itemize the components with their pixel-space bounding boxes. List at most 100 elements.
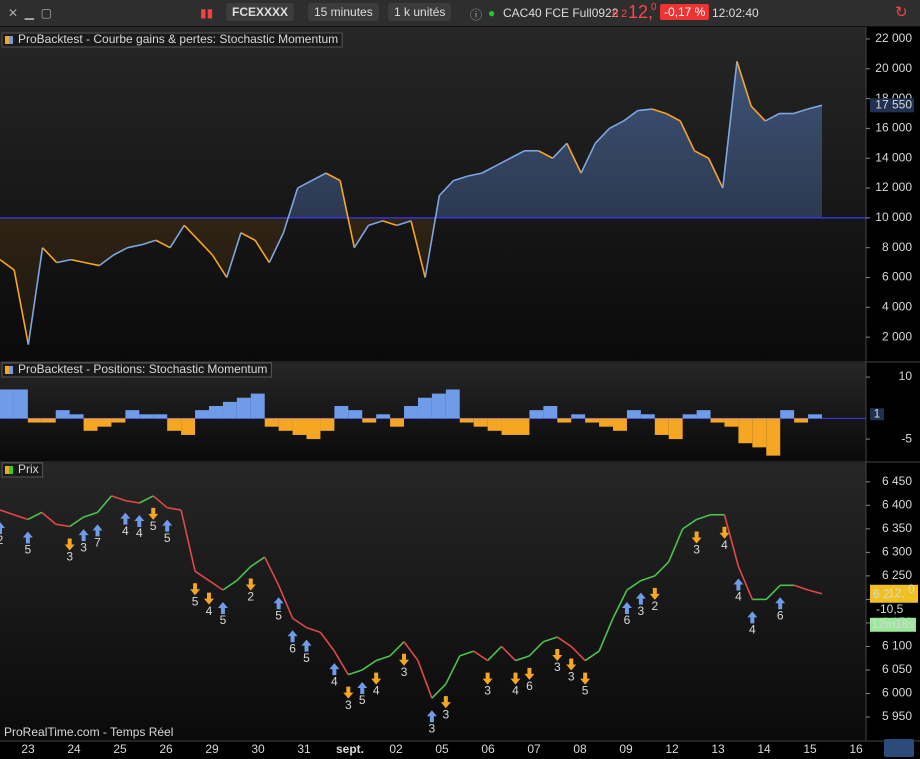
price-segment: [361, 659, 377, 671]
price-segment: [459, 650, 474, 657]
panel-title: ProBacktest - Positions: Stochastic Mome…: [18, 362, 267, 376]
position-bar: [41, 418, 56, 423]
x-tick-label: 14: [757, 742, 771, 756]
equity-segment: [155, 239, 171, 249]
position-bar: [515, 418, 530, 435]
title-icon: [5, 36, 9, 44]
info-icon[interactable]: ⓘ: [470, 8, 483, 22]
position-bar: [292, 418, 307, 435]
x-tick-label: 30: [251, 742, 265, 756]
equity-segment: [183, 224, 199, 241]
equity-segment: [240, 232, 256, 241]
position-bar: [27, 418, 42, 423]
scroll-button[interactable]: [884, 739, 914, 757]
close-icon[interactable]: ✕ ▁ ▢: [8, 6, 52, 20]
sell-arrow: [399, 653, 410, 666]
y-tick-label: -5: [901, 431, 912, 445]
price-segment: [737, 566, 754, 600]
title-icon: [5, 466, 9, 474]
position-bar: [153, 414, 168, 419]
equity-segment: [84, 261, 100, 267]
price-segment: [598, 617, 614, 652]
position-bar: [696, 410, 711, 419]
x-tick-label: 31: [297, 742, 311, 756]
refresh-icon[interactable]: ↻: [895, 4, 908, 21]
symbol[interactable]: FCEXXXX: [226, 3, 295, 21]
sell-arrow: [566, 658, 577, 671]
buy-arrow: [273, 597, 284, 610]
y-tick-label: 16 000: [875, 121, 912, 135]
x-tick-label: 24: [67, 742, 81, 756]
buy-arrow: [635, 592, 646, 605]
position-bar: [97, 418, 112, 427]
title-icon: [9, 36, 13, 44]
order-qty: 3: [693, 543, 700, 557]
position-bar: [445, 389, 460, 419]
order-qty: 5: [164, 531, 171, 545]
equity-segment: [27, 247, 44, 345]
position-bar: [181, 418, 196, 435]
price-segment: [431, 683, 447, 699]
buy-arrow: [426, 710, 437, 723]
units[interactable]: 1 k unités: [388, 3, 452, 21]
y-tick-label: 6 250: [882, 568, 912, 582]
order-qty: 3: [638, 604, 645, 618]
position-bar: [654, 418, 669, 435]
x-tick-label: 09: [619, 742, 633, 756]
buy-arrow: [775, 597, 786, 610]
order-qty: 2: [0, 533, 4, 547]
clock: 12:02:40: [712, 6, 759, 20]
y-tick-label: 8 000: [882, 240, 912, 254]
price-segment: [55, 523, 70, 528]
position-bar: [195, 410, 209, 419]
order-qty: 7: [94, 536, 101, 550]
sell-arrow: [148, 507, 159, 520]
x-tick-label: sept.: [336, 742, 364, 756]
y-tick-label: 10: [899, 369, 913, 383]
sell-arrow: [649, 587, 660, 600]
equity-segment: [169, 224, 185, 249]
price-segment: [125, 499, 140, 504]
status-dot: ●: [488, 6, 496, 20]
position-bar: [431, 393, 446, 419]
y-tick-label: 14 000: [875, 150, 912, 164]
equity-segment: [679, 120, 696, 152]
last-label: 1: [874, 406, 881, 420]
equity-segment: [707, 157, 724, 189]
x-tick-label: 08: [573, 742, 587, 756]
equity-segment: [141, 239, 157, 246]
last-big: 12,: [888, 586, 905, 600]
order-qty: 6: [777, 608, 784, 622]
period[interactable]: 15 minutes: [308, 3, 379, 21]
sell-arrow: [691, 531, 702, 544]
sell-arrow: [245, 578, 256, 591]
footer: ProRealTime.com - Temps Réel: [4, 725, 173, 739]
sell-arrow: [510, 672, 521, 685]
equity-segment: [56, 258, 72, 264]
last-box: [870, 408, 884, 421]
equity-segment: [694, 150, 709, 159]
order-qty: 5: [25, 543, 32, 557]
equity-segment: [297, 179, 313, 189]
equity-segment: [211, 254, 228, 278]
position-bar: [808, 414, 822, 419]
position-bar: [83, 418, 98, 431]
position-bar: [362, 418, 377, 423]
panel-title: Prix: [18, 462, 39, 476]
position-bar: [543, 406, 558, 419]
candle-icon[interactable]: ▮▮: [200, 6, 214, 20]
y-tick-label: 22 000: [875, 31, 912, 45]
position-bar: [585, 418, 600, 423]
order-qty: 5: [359, 693, 366, 707]
y-tick-label: 6 000: [882, 270, 912, 284]
equity-segment: [410, 220, 426, 278]
order-qty: 6: [624, 613, 631, 627]
order-qty: 4: [373, 684, 380, 698]
order-qty: 3: [442, 707, 449, 721]
order-qty: 3: [66, 550, 73, 564]
equity-segment: [13, 269, 30, 345]
equity-segment: [127, 243, 142, 249]
sell-arrow: [343, 686, 354, 699]
last-label: 17 550: [875, 97, 912, 111]
